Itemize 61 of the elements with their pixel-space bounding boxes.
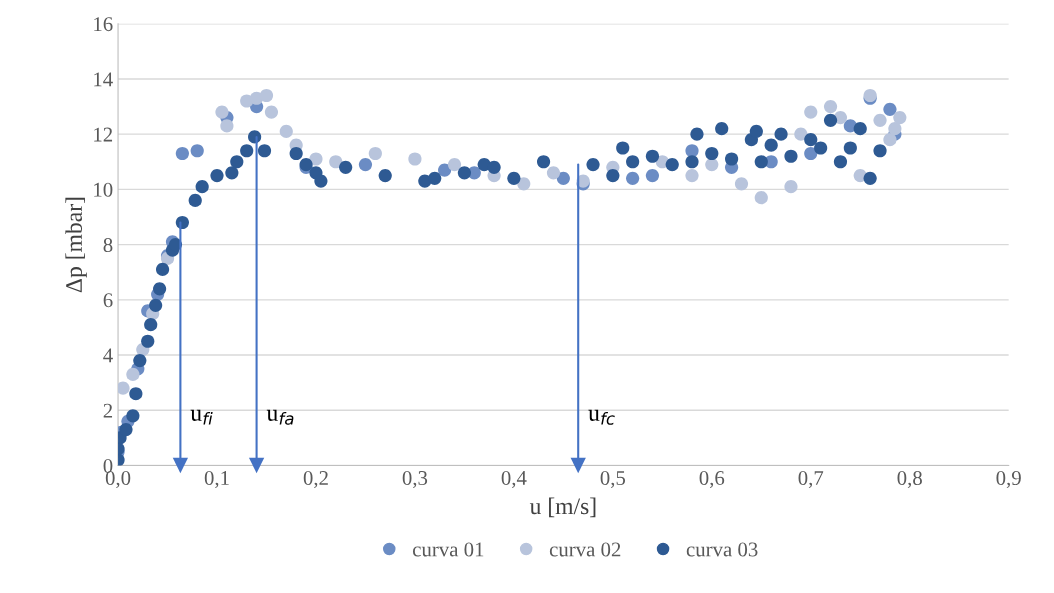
- ref-line-label: u$_{fi}$: [190, 409, 213, 425]
- point: [215, 105, 229, 119]
- x-tick-label: 0,7: [798, 470, 824, 489]
- legend-label: curva 01: [412, 542, 484, 557]
- point: [220, 119, 234, 133]
- point: [438, 163, 452, 177]
- x-axis-title: u [m/s]: [529, 497, 596, 518]
- point: [408, 152, 422, 166]
- point: [329, 155, 343, 169]
- point: [823, 99, 838, 114]
- point: [279, 124, 293, 138]
- x-tick-label: 0,8: [897, 470, 922, 489]
- y-tick-label: 10: [94, 182, 113, 197]
- y-tick-label: 16: [94, 17, 113, 32]
- y-tick-label: 4: [103, 348, 113, 363]
- point: [734, 177, 749, 191]
- x-tick-label: 0,1: [204, 470, 229, 489]
- x-tick-label: 0,3: [402, 470, 428, 489]
- y-tick-label: 0: [103, 458, 113, 473]
- point: [259, 88, 274, 103]
- x-tick-label: 0,6: [699, 470, 725, 489]
- point: [888, 122, 902, 136]
- point: [873, 113, 887, 127]
- point: [804, 146, 818, 161]
- point: [645, 169, 660, 183]
- point: [794, 127, 808, 141]
- point: [546, 166, 561, 180]
- ref-line-label: u$_{fc}$: [588, 409, 615, 425]
- y-axis-title: Δp [mbar]: [65, 197, 87, 293]
- point: [626, 171, 640, 185]
- point: [358, 157, 373, 172]
- y-tick-label: 2: [103, 403, 113, 418]
- point: [190, 144, 204, 158]
- point: [705, 157, 719, 172]
- point: [368, 146, 382, 161]
- point: [804, 105, 818, 119]
- legend-label: curva 02: [549, 542, 621, 557]
- y-tick-label: 12: [94, 127, 113, 142]
- point: [175, 146, 189, 161]
- y-tick-label: 8: [103, 237, 113, 253]
- point: [556, 171, 570, 185]
- point: [118, 381, 130, 395]
- x-tick-label: 0,4: [501, 470, 527, 489]
- point: [893, 111, 907, 125]
- legend-label: curva 03: [686, 542, 758, 557]
- point: [883, 102, 897, 116]
- point: [264, 105, 279, 119]
- point: [685, 169, 699, 183]
- point: [685, 144, 699, 158]
- point: [126, 367, 140, 381]
- ref-line-label: u$_{fa}$: [266, 409, 294, 425]
- point: [754, 191, 768, 205]
- x-tick-label: 0,2: [303, 470, 328, 489]
- point: [517, 177, 531, 191]
- y-tick-label: 14: [94, 72, 113, 87]
- x-tick-label: 0,9: [996, 470, 1021, 489]
- point: [784, 180, 798, 194]
- point: [883, 133, 897, 147]
- y-tick-label: 6: [103, 293, 113, 308]
- point: [447, 157, 462, 172]
- x-tick-label: 0,5: [600, 470, 626, 489]
